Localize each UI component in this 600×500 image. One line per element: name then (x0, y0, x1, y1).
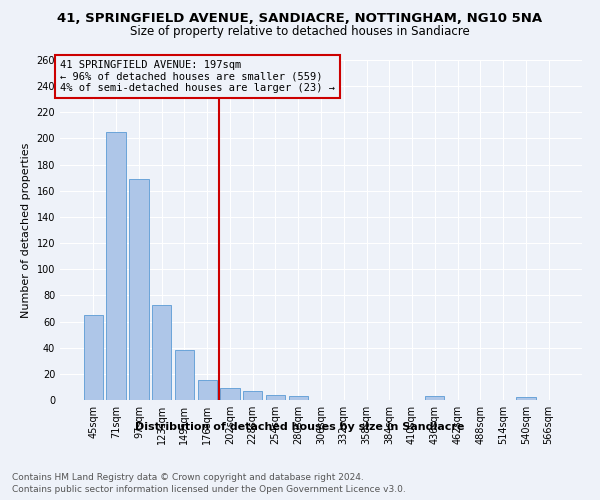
Bar (129, 179, 149, 400)
Text: Contains public sector information licensed under the Open Government Licence v3: Contains public sector information licen… (12, 485, 406, 494)
Y-axis label: Number of detached properties: Number of detached properties (21, 142, 31, 318)
Bar (289, 396, 308, 400)
Bar (220, 388, 239, 400)
Text: 41, SPRINGFIELD AVENUE, SANDIACRE, NOTTINGHAM, NG10 5NA: 41, SPRINGFIELD AVENUE, SANDIACRE, NOTTI… (58, 12, 542, 26)
Bar (266, 395, 285, 400)
Bar (425, 396, 445, 400)
Bar (516, 398, 536, 400)
Text: Contains HM Land Registry data © Crown copyright and database right 2024.: Contains HM Land Registry data © Crown c… (12, 472, 364, 482)
Bar (152, 304, 172, 400)
Bar (106, 132, 126, 400)
Bar (243, 391, 262, 400)
Bar (175, 350, 194, 400)
Bar (197, 380, 217, 400)
Text: Size of property relative to detached houses in Sandiacre: Size of property relative to detached ho… (130, 25, 470, 38)
Bar (84, 315, 103, 400)
Text: 41 SPRINGFIELD AVENUE: 197sqm
← 96% of detached houses are smaller (559)
4% of s: 41 SPRINGFIELD AVENUE: 197sqm ← 96% of d… (60, 60, 335, 93)
Text: Distribution of detached houses by size in Sandiacre: Distribution of detached houses by size … (136, 422, 464, 432)
